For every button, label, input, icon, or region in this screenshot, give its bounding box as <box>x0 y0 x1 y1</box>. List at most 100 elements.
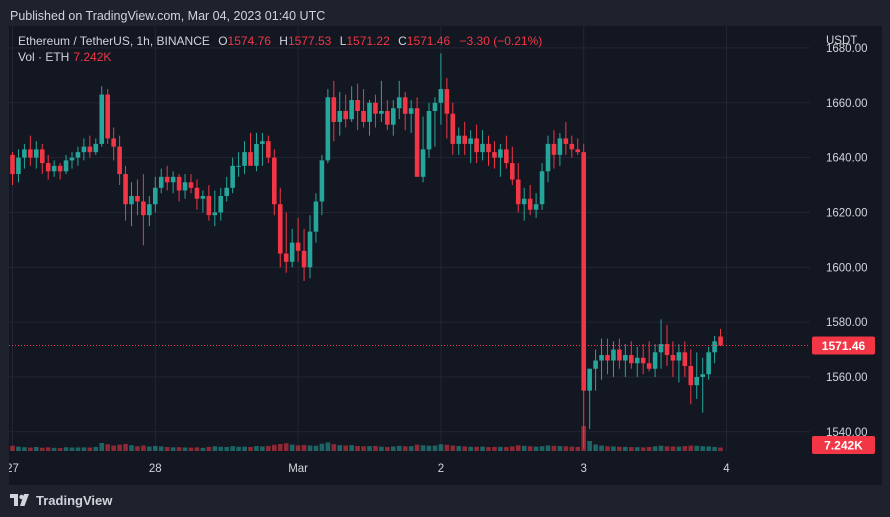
candle-body <box>22 149 27 158</box>
candle-body <box>515 179 521 205</box>
volume-bar <box>170 447 176 451</box>
volume-bar <box>349 445 354 451</box>
volume-bar <box>39 447 45 451</box>
volume-bar <box>93 446 99 451</box>
candle <box>45 154 51 180</box>
volume-bar <box>164 447 170 451</box>
candle <box>391 100 396 136</box>
candle-body <box>474 138 479 153</box>
candle-body <box>117 146 122 175</box>
candle <box>301 228 307 281</box>
candle-body <box>706 352 711 375</box>
candle <box>456 127 462 155</box>
candle <box>176 174 182 202</box>
candle-body <box>230 165 235 188</box>
volume-bar <box>218 446 224 451</box>
candle-body <box>670 355 676 361</box>
candle <box>379 80 384 122</box>
candle-body <box>313 201 319 232</box>
volume-bar <box>200 447 206 451</box>
volume-bar <box>57 448 63 451</box>
volume-bar <box>254 446 259 451</box>
candle <box>10 152 15 186</box>
volume-bar <box>712 446 717 451</box>
candle-body <box>266 141 271 158</box>
candle <box>605 338 610 375</box>
candle-body <box>63 160 69 172</box>
candle-body <box>504 149 509 164</box>
candle-body <box>248 152 253 166</box>
legend-volume-row: Vol · ETH 7.242K <box>18 49 542 65</box>
volume-bar <box>652 446 658 451</box>
candle-body <box>105 94 110 139</box>
candle <box>87 135 93 158</box>
y-tick-label: 1640.00 <box>826 153 868 165</box>
legend-ohlc-row: Ethereum / TetherUS, 1h, BINANCE O1574.7… <box>18 33 542 49</box>
volume-bar <box>593 444 598 451</box>
candle <box>611 341 616 377</box>
candle <box>468 130 473 164</box>
candle-body <box>646 363 652 369</box>
candle <box>63 154 69 175</box>
candle <box>135 179 140 216</box>
volume-bar <box>408 446 414 451</box>
volume-bar <box>462 446 467 451</box>
candle-body <box>123 174 128 205</box>
candle-body <box>450 113 456 144</box>
candle-body <box>319 160 325 202</box>
candle-body <box>492 152 497 158</box>
volume-bar <box>682 446 688 451</box>
candle <box>658 319 664 369</box>
volume-bar <box>307 445 313 451</box>
volume-bar <box>694 445 700 451</box>
volume-bar <box>28 447 33 451</box>
volume-bar <box>605 446 610 451</box>
candle <box>123 165 128 221</box>
volume-bar <box>414 444 420 451</box>
candle <box>426 102 432 158</box>
candle-body <box>444 89 450 114</box>
x-tick-label: 3 <box>580 463 586 475</box>
candle-body <box>527 198 533 210</box>
candle-body <box>652 352 658 369</box>
volume-bar <box>486 447 491 451</box>
volume-bar <box>700 446 705 451</box>
volume-bar <box>182 447 188 451</box>
candle <box>218 187 224 221</box>
candle <box>153 176 158 213</box>
volume-bar <box>10 445 15 451</box>
legend-change-value: −3.30 (−0.21%) <box>459 34 543 48</box>
candle <box>396 80 402 120</box>
candle-body <box>718 336 723 346</box>
volume-bar <box>295 445 301 451</box>
volume-bar <box>706 446 711 451</box>
candle <box>652 344 658 377</box>
y-tick-label: 1660.00 <box>826 98 868 110</box>
candle <box>230 157 235 194</box>
candle-body <box>664 344 670 356</box>
candle-body <box>176 176 182 191</box>
volume-bar <box>117 444 122 451</box>
tradingview-brand[interactable]: TradingView <box>10 490 112 510</box>
chart-panel[interactable]: 1540.00 1560.00 1580.00 1600.00 1620.00 1640.… <box>9 26 882 485</box>
candle-body <box>521 198 527 205</box>
candle-body <box>277 204 283 254</box>
volume-bar <box>129 445 134 451</box>
y-tick-label: 1620.00 <box>826 207 868 219</box>
candle <box>676 344 682 383</box>
candle-body <box>87 146 93 153</box>
volume-bar <box>34 447 39 451</box>
legend-open-value: 1574.76 <box>227 34 271 48</box>
volume-bar <box>277 444 283 451</box>
candle-body <box>640 357 646 364</box>
candle-body <box>623 355 628 361</box>
volume-bar <box>45 447 51 451</box>
y-tick-label: 1580.00 <box>826 317 868 329</box>
volume-bar <box>611 446 616 451</box>
candle <box>22 143 27 169</box>
volume-bar <box>623 446 628 451</box>
candle-body <box>337 111 343 122</box>
candle <box>188 174 194 194</box>
volume-bar <box>224 447 229 451</box>
candlestick-chart[interactable]: 1540.00 1560.00 1580.00 1600.00 1620.00 1640.… <box>9 26 882 485</box>
